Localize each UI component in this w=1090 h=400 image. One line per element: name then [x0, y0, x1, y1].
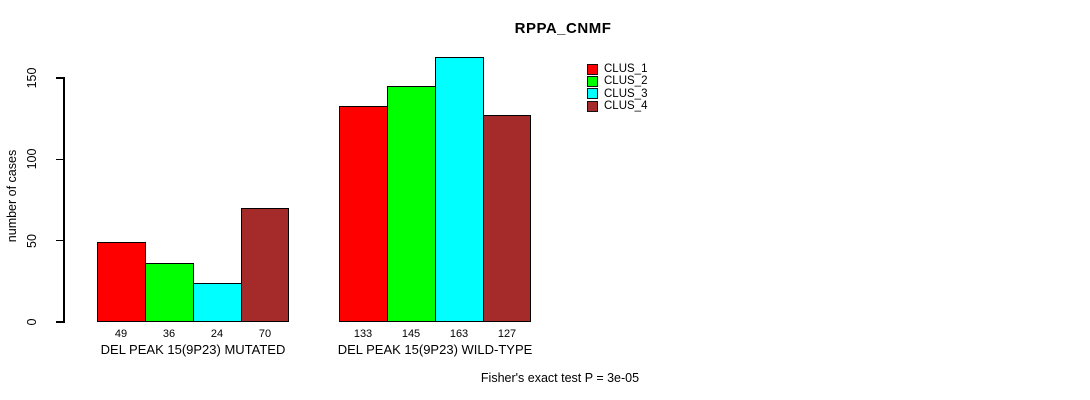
bar-value-label: 145 — [401, 328, 421, 340]
y-axis-tick — [56, 77, 63, 79]
y-tick-label: 150 — [25, 67, 39, 89]
y-axis-tick — [56, 321, 63, 323]
bar-value-label: 163 — [449, 328, 469, 340]
legend-swatch — [587, 75, 598, 87]
legend: CLUS_1 CLUS_2 CLUS_3 CLUS_4 — [587, 63, 647, 112]
annotation-text: Fisher's exact test P = 3e-05 — [480, 371, 640, 385]
legend-item: CLUS_3 — [587, 88, 647, 100]
legend-label: CLUS_2 — [604, 75, 648, 88]
legend-label: CLUS_1 — [604, 63, 648, 76]
y-tick-label: 0 — [25, 318, 39, 326]
legend-swatch — [587, 63, 598, 75]
y-axis-tick — [56, 239, 63, 242]
chart-title: RPPA_CNMF — [514, 20, 612, 37]
bar — [339, 106, 388, 322]
bar — [241, 208, 289, 322]
y-tick-label: 50 — [25, 233, 39, 248]
category-label: DEL PEAK 15(9P23) MUTATED — [100, 342, 286, 357]
bar-value-label: 24 — [210, 328, 224, 340]
bar-value-label: 36 — [162, 328, 176, 340]
legend-label: CLUS_3 — [604, 87, 648, 100]
legend-label: CLUS_4 — [604, 100, 648, 113]
y-axis-tick — [56, 158, 63, 161]
bar — [483, 115, 531, 322]
bar-value-label: 127 — [497, 328, 517, 340]
bar-value-label: 70 — [258, 328, 272, 340]
legend-swatch — [587, 100, 598, 112]
legend-item: CLUS_1 — [587, 63, 647, 75]
bar-value-label: 49 — [114, 328, 128, 340]
bar-value-label: 133 — [353, 328, 373, 340]
category-label: DEL PEAK 15(9P23) WILD-TYPE — [337, 342, 533, 357]
legend-swatch — [587, 88, 598, 100]
bar — [145, 263, 194, 322]
bar — [97, 242, 146, 322]
y-axis-label: number of cases — [5, 149, 19, 243]
legend-item: CLUS_2 — [587, 75, 647, 87]
bar — [435, 57, 484, 322]
bar — [387, 86, 436, 322]
y-axis-line — [63, 77, 65, 323]
bar — [193, 283, 242, 322]
legend-item: CLUS_4 — [587, 100, 647, 112]
y-tick-label: 100 — [25, 148, 39, 170]
